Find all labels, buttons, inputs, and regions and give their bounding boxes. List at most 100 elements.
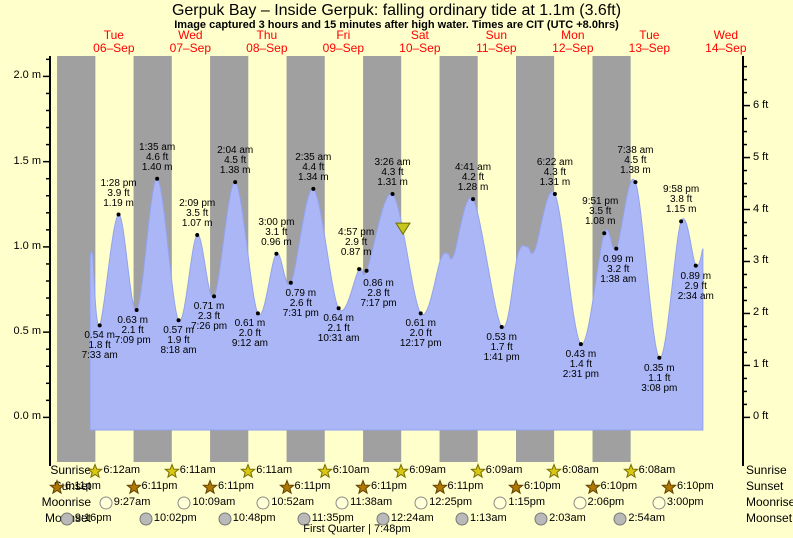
- tide-extreme-label-line: 4.2 ft: [461, 172, 485, 184]
- astro-time-label: 9:27am: [113, 496, 151, 508]
- tide-extreme-label-line: 1.07 m: [181, 217, 213, 229]
- tide-extreme-label-line: 0.53 m: [486, 332, 517, 344]
- tide-extreme-dot: [155, 176, 160, 181]
- moonset-circle-icon: [139, 512, 153, 526]
- tide-extreme-label: 3:26 am 4.3 ft 1.31 m: [361, 158, 425, 188]
- tide-extreme-dot: [233, 180, 238, 185]
- tide-extreme-label-line: 4.4 ft: [302, 161, 325, 173]
- astro-time-label: 2:06pm: [587, 496, 625, 508]
- tide-extreme-dot: [176, 318, 181, 323]
- moonset-circle-glyph: [376, 512, 390, 526]
- astro-time-label: 6:11am: [179, 464, 216, 476]
- tide-extreme-label-line: 1.38 m: [219, 165, 251, 177]
- tide-extreme-label: 1:35 am 4.6 ft 1.40 m: [125, 142, 189, 173]
- sunrise-star-icon: [622, 463, 639, 479]
- tide-extreme-label-line: 3.1 ft: [265, 226, 288, 238]
- moonrise-circle-icon: [652, 496, 666, 510]
- tide-extreme-label-line: 12:17 pm: [399, 338, 442, 350]
- astro-time-label: 6:10am: [332, 464, 370, 476]
- sunrise-star-icon: [316, 463, 333, 479]
- tide-extreme-label-line: 7:17 pm: [360, 297, 397, 309]
- tide-extreme-label-line: 2.0 ft: [409, 328, 432, 340]
- tide-extreme-label-line: 1:28 pm: [100, 177, 137, 189]
- moonrise-circle-glyph: [414, 496, 428, 510]
- astro-time-label: 10:52am: [271, 496, 315, 508]
- tide-extreme-label-line: 0.61 m: [405, 318, 437, 330]
- tide-extreme-label-line: 4.5 ft: [624, 155, 647, 167]
- sunrise-star-glyph: [87, 463, 104, 479]
- tide-extreme-dot: [614, 246, 619, 251]
- sunrise-star-glyph: [316, 463, 333, 479]
- tide-extreme-label-line: 7:09 pm: [114, 334, 151, 346]
- astro-row-label-right: Sunset: [746, 479, 784, 493]
- tide-extreme-dot: [471, 197, 476, 202]
- astro-time-label: 6:10pm: [677, 480, 714, 492]
- tide-extreme-label: 7:38 am 4.5 ft 1.38 m: [603, 146, 667, 176]
- tide-extreme-label: 0.89 m 2.9 ft 2:34 am: [664, 271, 728, 302]
- tide-extreme-label-line: 7:33 am: [81, 350, 118, 362]
- tide-extreme-dot: [679, 219, 684, 224]
- day-header-date: 14–Sep: [705, 41, 747, 55]
- astro-time-label: 6:08am: [638, 464, 676, 476]
- tide-extreme-dot: [357, 267, 362, 272]
- tide-extreme-label-line: 1.7 ft: [490, 342, 513, 354]
- astro-time-label: 12:24am: [390, 512, 434, 524]
- sunset-star-glyph: [125, 479, 142, 495]
- astro-row-label-left: Sunrise: [50, 463, 91, 477]
- astro-time-label: 10:02pm: [153, 512, 197, 524]
- sunset-star-icon: [661, 479, 677, 495]
- astro-row-label-right: Sunrise: [746, 463, 787, 477]
- tide-extreme-label: 3:00 pm 3.1 ft 0.96 m: [244, 217, 308, 248]
- tide-extreme-label-line: 7:31 pm: [282, 307, 319, 319]
- tide-extreme-dot: [364, 268, 369, 273]
- sunset-star-glyph: [49, 479, 66, 495]
- astro-time-label: 10:48pm: [232, 512, 276, 524]
- tide-extreme-dot: [288, 280, 293, 285]
- day-header-name: Wed: [713, 28, 739, 42]
- tide-extreme-label-line: 7:38 am: [617, 145, 654, 157]
- tide-extreme-label-line: 9:12 am: [231, 338, 268, 350]
- tide-extreme-label-line: 0.99 m: [602, 253, 634, 265]
- tide-extreme-dot: [212, 294, 217, 299]
- tide-extreme-label-line: 2:04 am: [217, 145, 254, 157]
- moonset-circle-icon: [297, 512, 311, 526]
- moonrise-circle-glyph: [256, 496, 270, 510]
- tide-extreme-label-line: 2.8 ft: [367, 287, 390, 299]
- sunset-star-icon: [202, 479, 219, 495]
- tide-extreme-label: 2:35 am 4.4 ft 1.34 m: [281, 152, 345, 183]
- day-header-name: Mon: [561, 28, 585, 42]
- moonrise-circle-icon: [573, 496, 587, 510]
- astro-time-label: 6:11pm: [65, 480, 101, 492]
- chart-subtitle: Image captured 3 hours and 15 minutes af…: [174, 19, 619, 31]
- moonset-circle-icon: [60, 512, 74, 526]
- sunset-star-glyph: [355, 479, 372, 495]
- night-band: [57, 56, 96, 462]
- day-header-name: Sun: [485, 28, 508, 42]
- day-header-name: Sat: [410, 28, 429, 42]
- tide-extreme-dot: [255, 311, 260, 316]
- sunset-star-icon: [584, 479, 601, 495]
- astro-time-label: 6:11am: [256, 464, 293, 476]
- tide-extreme-label-line: 0.63 m: [117, 314, 148, 326]
- sunset-star-glyph: [584, 479, 601, 495]
- tide-extreme-label-line: 3:08 pm: [641, 382, 678, 394]
- astro-time-label: 6:11pm: [447, 480, 484, 492]
- day-header-name: Thu: [256, 28, 278, 42]
- tide-extreme-dot: [116, 212, 121, 217]
- y-axis-label-left: 0.0 m: [13, 410, 41, 423]
- sunrise-star-glyph: [240, 463, 257, 479]
- tide-extreme-label-line: 1.34 m: [298, 171, 329, 183]
- moonrise-circle-icon: [335, 496, 349, 510]
- tide-extreme-label: 2:09 pm 3.5 ft 1.07 m: [165, 198, 229, 229]
- tide-extreme-label-line: 3.9 ft: [107, 187, 130, 199]
- tide-extreme-label-line: 1.8 ft: [88, 340, 111, 352]
- current-time-marker: [395, 222, 411, 236]
- moon-phase-label: First Quarter | 7:48pm: [303, 523, 411, 535]
- astro-row-label-left: Moonrise: [41, 495, 91, 509]
- tide-extreme-label: 4:41 am 4.2 ft 1.28 m: [441, 163, 505, 193]
- tide-extreme-dot: [418, 311, 423, 316]
- astro-time-label: 11:35pm: [311, 512, 354, 524]
- tide-extreme-label-line: 1.31 m: [539, 177, 571, 189]
- astro-time-label: 6:11pm: [371, 480, 407, 492]
